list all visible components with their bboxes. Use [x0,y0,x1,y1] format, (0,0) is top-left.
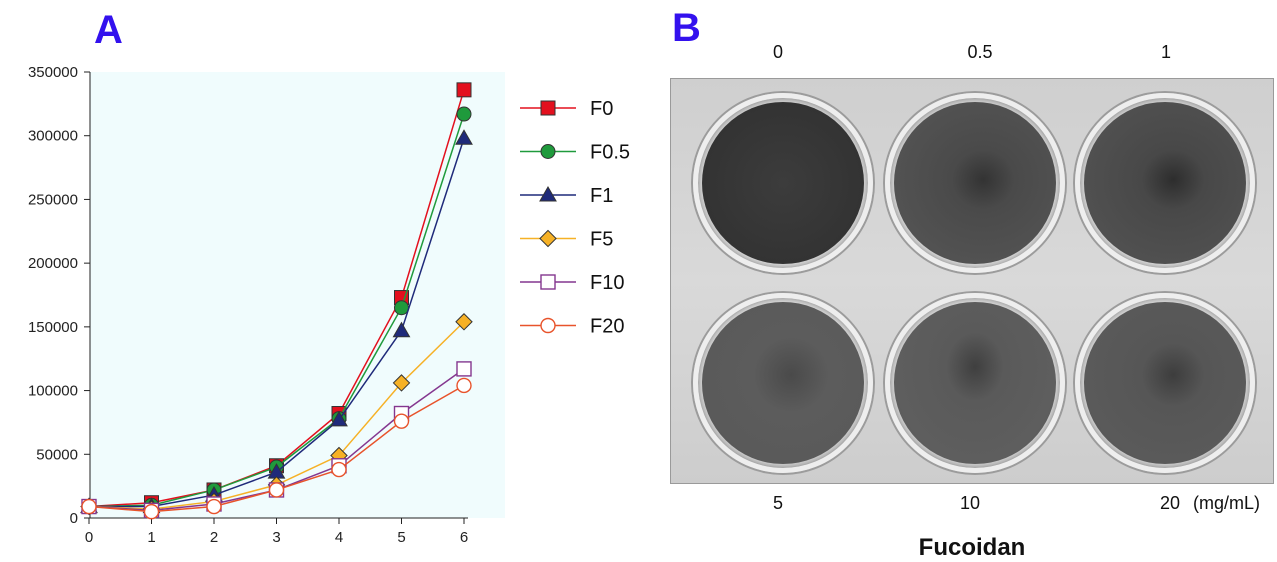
y-tick-label: 50000 [36,446,78,463]
y-tick-label: 350000 [28,64,78,81]
data-point-f1 [392,321,411,338]
data-point-f5 [392,374,411,392]
x-tick-label: 3 [272,529,280,546]
plate-bottom-label-5: 5 [772,493,784,513]
x-tick-label: 4 [335,529,343,546]
legend-marker-f0 [540,100,556,116]
plate-top-label-1: 0.5 [967,42,993,62]
fucoidan-axis-title: Fucoidan [918,534,1026,561]
legend-marker-f1 [539,185,557,202]
data-point-f20 [456,377,472,394]
legend-marker-f10 [540,274,556,290]
legend-label-f0: F0 [590,98,613,120]
legend-label-f5: F5 [590,229,613,251]
legend-label-f20: F20 [590,316,624,338]
data-point-f20 [393,413,410,429]
y-tick-label: 150000 [28,319,78,336]
panel-b-label: B [672,6,701,50]
legend-marker-f0-5 [540,144,556,159]
growth-line-chart: 0 50000 100000 150000 200000 250000 300000 3500… [28,64,630,546]
x-tick-label: 1 [147,529,155,546]
y-tick-label: 0 [70,510,78,527]
well-20 [1075,293,1255,473]
data-point-f20 [143,503,160,520]
plate-bottom-label-20: 20 [1159,493,1181,513]
plot-area [90,72,505,518]
legend-marker-f5 [539,229,557,248]
x-tick-label: 6 [460,529,468,546]
legend-label-f10: F10 [590,272,624,294]
data-point-f0 [456,82,472,98]
data-point-f20 [81,498,97,515]
well-0-5 [885,93,1065,273]
plate-bottom-label-10: 10 [959,493,981,513]
y-tick-label: 200000 [28,255,78,272]
data-point-f1 [455,129,473,145]
y-tick-label: 100000 [28,383,78,400]
legend-marker-f20 [540,317,556,334]
x-tick-label: 0 [85,529,93,546]
data-point-f10 [456,361,472,377]
data-point-f5 [455,313,473,331]
well-1 [1075,93,1255,273]
legend-label-f1: F1 [590,185,613,207]
data-point-f0-5 [456,106,472,122]
legend-label-f0-5: F0.5 [590,142,630,164]
well-10 [885,293,1065,473]
data-point-f20 [206,498,222,515]
plate-top-label-0: 0 [772,42,784,62]
data-point-f20 [268,482,285,498]
well-5 [693,293,873,473]
y-tick-label: 300000 [28,128,78,145]
data-point-f20 [331,461,347,478]
data-point-f0-5 [394,300,409,316]
data-point-f1 [330,410,348,427]
panel-a-label: A [94,8,123,52]
well-0 [693,93,873,273]
six-well-plate-image [670,78,1274,484]
x-tick-label: 2 [210,529,218,546]
x-tick-label: 5 [397,529,405,546]
y-tick-label: 250000 [28,191,78,208]
plate-unit-label: (mg/mL) [1193,493,1260,513]
plate-top-label-2: 1 [1160,42,1172,62]
